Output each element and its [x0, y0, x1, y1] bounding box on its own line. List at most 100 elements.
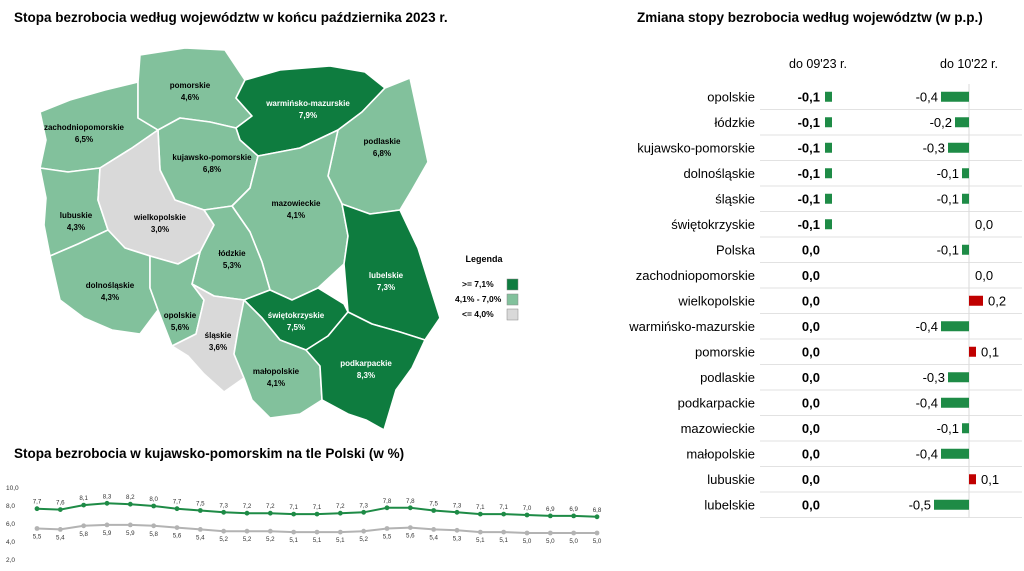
value-label-oct22: 0,2 [988, 293, 1006, 308]
bar-sep23 [825, 168, 832, 179]
data-label: 5,9 [103, 530, 112, 537]
bar-oct22 [962, 423, 969, 434]
value-label-sep23: 0,0 [802, 242, 820, 257]
bar-oct22 [941, 397, 969, 408]
series-point [151, 503, 157, 509]
series-point [221, 528, 227, 534]
value-label-oct22: -0,1 [937, 166, 959, 181]
map-title: Stopa bezrobocia według województw w koń… [14, 10, 448, 25]
value-label-sep23: 0,0 [802, 472, 820, 487]
value-label-oct22: 0,1 [981, 344, 999, 359]
value-label-oct22: -0,1 [937, 421, 959, 436]
category-label: Polska [716, 242, 756, 257]
category-label: dolnośląskie [683, 166, 755, 181]
series-point [244, 510, 250, 516]
data-label: 5,1 [476, 537, 485, 544]
region-name-label: zachodniopomorskie [44, 123, 125, 132]
series-point [57, 507, 63, 512]
region-value-label: 7,3% [377, 283, 395, 292]
region-name-label: lubelskie [369, 271, 404, 280]
region-name-label: podlaskie [364, 137, 401, 146]
data-label: 5,0 [593, 538, 602, 545]
value-label-sep23: 0,0 [802, 395, 820, 410]
data-label: 5,0 [569, 538, 578, 545]
data-label: 8,0 [149, 496, 158, 503]
bar-oct22 [941, 91, 969, 102]
region-podkarpackie [305, 311, 426, 430]
value-label-oct22: -0,2 [930, 115, 952, 130]
value-label-sep23: -0,1 [798, 140, 820, 155]
data-label: 5,3 [453, 535, 462, 542]
bar-oct22 [948, 372, 969, 383]
value-label-oct22: 0,1 [981, 472, 999, 487]
series-point [221, 509, 227, 515]
series-point [197, 527, 203, 532]
data-label: 5,0 [523, 538, 532, 545]
map-legend: Legenda >= 7,1% 4,1% - 7,0% <= 4,0% [455, 254, 519, 321]
value-label-oct22: 0,0 [975, 268, 993, 283]
data-label: 5,2 [266, 536, 275, 543]
series-point [547, 513, 553, 519]
value-label-sep23: 0,0 [802, 268, 820, 283]
region-value-label: 4,6% [181, 93, 199, 102]
category-label: świętokrzyskie [671, 217, 755, 232]
data-label: 5,1 [336, 537, 345, 544]
region-value-label: 6,8% [203, 165, 221, 174]
value-label-oct22: -0,1 [937, 242, 959, 257]
series-point [337, 529, 343, 535]
series-point [407, 505, 413, 511]
bar-oct22 [969, 295, 983, 306]
value-label-sep23: -0,1 [798, 166, 820, 181]
value-label-oct22: 0,0 [975, 217, 993, 232]
series-point [127, 522, 133, 528]
data-label: 6,9 [569, 506, 578, 513]
region-name-label: mazowieckie [272, 199, 321, 208]
data-label: 5,1 [499, 537, 508, 544]
value-label-sep23: 0,0 [802, 344, 820, 359]
series-point [267, 510, 273, 516]
series-point [151, 523, 157, 529]
series-point [454, 527, 460, 533]
value-label-sep23: 0,0 [802, 497, 820, 512]
value-label-oct22: -0,4 [916, 395, 938, 410]
value-label-sep23: 0,0 [802, 421, 820, 436]
data-label: 5,1 [289, 537, 298, 544]
value-label-sep23: -0,1 [798, 217, 820, 232]
legend-label-low: <= 4,0% [462, 309, 494, 319]
data-label: 7,2 [266, 503, 275, 510]
data-label: 8,1 [79, 495, 88, 502]
bar-sep23 [825, 117, 832, 128]
region-name-label: dolnośląskie [86, 281, 135, 290]
data-label: 7,5 [196, 501, 205, 508]
data-label: 7,0 [523, 505, 532, 512]
data-label: 7,8 [383, 498, 392, 505]
series-point [594, 514, 600, 520]
data-label: 7,1 [313, 504, 322, 511]
region-value-label: 4,1% [287, 211, 305, 220]
value-label-sep23: 0,0 [802, 370, 820, 385]
region-value-label: 6,8% [373, 149, 391, 158]
data-label: 7,7 [173, 499, 182, 506]
category-label: warmińsko-mazurskie [628, 319, 755, 334]
value-label-oct22: -0,4 [916, 89, 938, 104]
legend-swatch-high [506, 278, 519, 291]
data-label: 7,7 [33, 499, 42, 506]
region-name-label: warmińsko-mazurskie [265, 99, 350, 108]
region-malopolskie [233, 299, 323, 419]
data-label: 5,2 [219, 536, 228, 543]
region-value-label: 4,3% [101, 293, 119, 302]
category-label: lubuskie [707, 472, 755, 487]
data-label: 5,8 [149, 531, 158, 538]
series-point [524, 512, 530, 518]
value-label-oct22: -0,4 [916, 319, 938, 334]
series-point [407, 525, 413, 530]
bar-oct22 [962, 244, 969, 255]
region-name-label: łódzkie [218, 249, 246, 258]
data-label: 5,5 [33, 534, 42, 541]
series-point [291, 511, 297, 517]
data-label: 5,6 [406, 533, 415, 540]
series-point [314, 511, 320, 517]
value-label-sep23: -0,1 [798, 89, 820, 104]
line-chart-title: Stopa bezrobocia w kujawsko-pomorskim na… [14, 446, 405, 461]
region-value-label: 7,5% [287, 323, 305, 332]
